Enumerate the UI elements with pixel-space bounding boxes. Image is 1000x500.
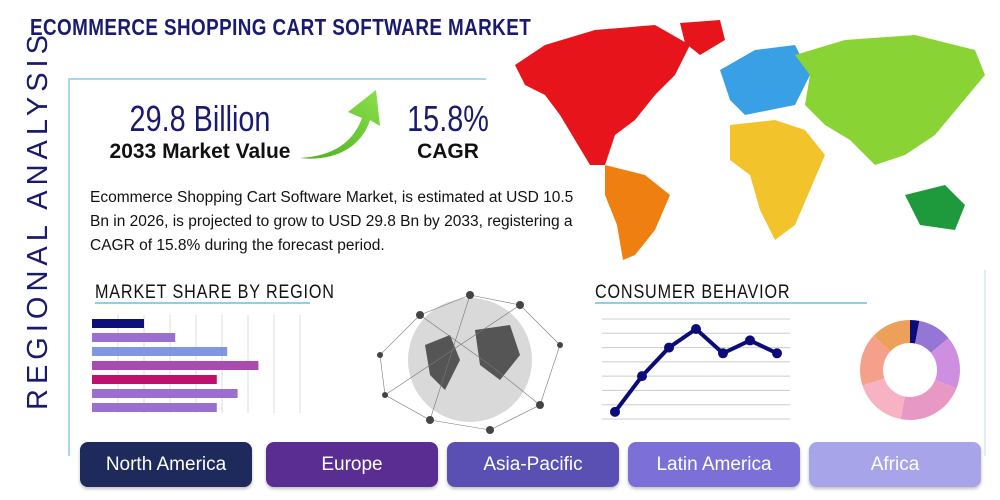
oceania-shape <box>905 185 965 230</box>
donut-slice <box>860 335 891 386</box>
region-button-europe[interactable]: Europe <box>266 442 438 487</box>
data-point <box>718 348 728 359</box>
region-button-latin-america[interactable]: Latin America <box>628 442 800 487</box>
market-value-kpi: 29.8 Billion 2033 Market Value <box>95 98 305 164</box>
data-point <box>772 348 782 359</box>
asia-shape <box>795 35 985 165</box>
frame-divider <box>68 78 486 80</box>
south-america-shape <box>605 165 670 260</box>
consumer-behavior-line-chart <box>602 318 790 420</box>
donut-slice <box>930 338 960 389</box>
data-point <box>637 371 647 382</box>
donut-slice <box>910 320 920 344</box>
growth-arrow-icon <box>300 90 380 159</box>
heading-underline <box>595 302 867 304</box>
bar <box>92 319 144 328</box>
market-value-label: 2033 Market Value <box>109 140 291 163</box>
bar <box>92 333 176 342</box>
europe-shape <box>720 45 810 115</box>
donut-slice <box>915 320 949 353</box>
data-point <box>664 342 674 353</box>
market-share-bar-chart <box>92 315 301 413</box>
cagr-value: 15.8% <box>407 98 489 139</box>
data-point <box>691 324 701 334</box>
consumer-behavior-heading: CONSUMER BEHAVIOR <box>595 282 791 303</box>
side-label: REGIONAL ANALYSIS <box>22 30 54 410</box>
bar <box>92 375 217 384</box>
north-america-shape <box>515 25 690 165</box>
frame-divider <box>984 270 986 456</box>
page-title: ECOMMERCE SHOPPING CART SOFTWARE MARKET <box>30 14 532 40</box>
market-value: 29.8 Billion <box>129 98 271 139</box>
network-globe-image <box>377 291 563 434</box>
world-map <box>515 20 985 260</box>
bar <box>92 389 238 398</box>
greenland-shape <box>680 20 725 55</box>
cagr-kpi: 15.8% CAGR <box>395 98 501 164</box>
region-button-asia-pacific[interactable]: Asia-Pacific <box>447 442 619 487</box>
consumer-behavior-donut-chart <box>860 320 960 420</box>
bar <box>92 403 217 412</box>
data-point <box>610 406 620 417</box>
bar <box>92 347 228 356</box>
heading-underline <box>95 302 310 304</box>
donut-slice <box>862 378 905 420</box>
cagr-label: CAGR <box>417 140 479 163</box>
frame-divider <box>68 78 70 456</box>
donut-slice <box>900 379 957 420</box>
region-button-north-america[interactable]: North America <box>80 442 252 487</box>
donut-slice <box>873 320 910 352</box>
market-description: Ecommerce Shopping Cart Software Market,… <box>90 189 574 254</box>
data-point <box>745 335 755 346</box>
africa-shape <box>730 120 825 240</box>
region-button-africa[interactable]: Africa <box>809 442 981 487</box>
bar <box>92 361 259 370</box>
market-share-heading: MARKET SHARE BY REGION <box>95 282 335 303</box>
